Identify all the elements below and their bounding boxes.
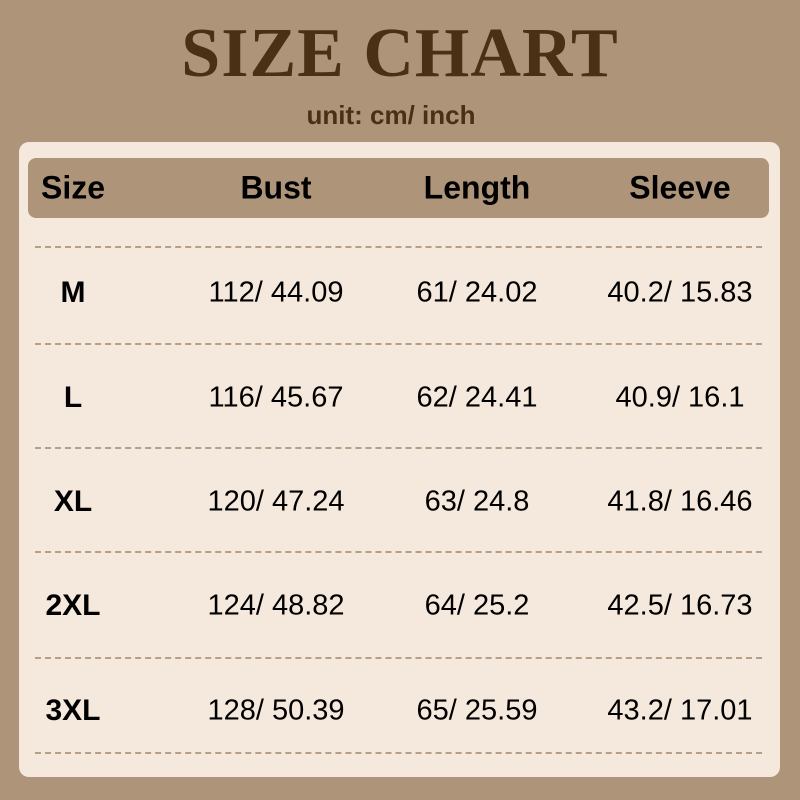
column-header: Sleeve: [629, 169, 731, 206]
table-cell: 62/ 24.41: [416, 381, 538, 414]
table-cell: 61/ 24.02: [416, 276, 538, 309]
column-header: Bust: [240, 169, 312, 206]
page-title: SIZE CHART: [181, 15, 619, 92]
table-cell: 120/ 47.24: [207, 485, 345, 518]
row-divider: [35, 752, 762, 754]
table-cell: 112/ 44.09: [208, 276, 344, 309]
size-label: L: [63, 381, 83, 414]
size-label: XL: [53, 485, 93, 518]
table-cell: 65/ 25.59: [416, 694, 538, 727]
size-label: M: [60, 276, 86, 309]
table-cell: 43.2/ 17.01: [607, 694, 753, 727]
table-cell: 124/ 48.82: [207, 589, 345, 622]
row-divider: [35, 551, 762, 553]
table-cell: 40.2/ 15.83: [607, 276, 753, 309]
row-divider: [35, 246, 762, 248]
row-divider: [35, 657, 762, 659]
table-cell: 64/ 25.2: [424, 589, 530, 622]
table-cell: 42.5/ 16.73: [607, 589, 753, 622]
size-label: 2XL: [45, 589, 101, 622]
table-header: [28, 158, 769, 218]
size-label: 3XL: [45, 694, 101, 727]
table-cell: 63/ 24.8: [424, 485, 530, 518]
row-divider: [35, 447, 762, 449]
table-cell: 128/ 50.39: [207, 694, 345, 727]
table-cell: 116/ 45.67: [208, 381, 344, 414]
table-cell: 41.8/ 16.46: [607, 485, 753, 518]
row-divider: [35, 343, 762, 345]
table-cell: 40.9/ 16.1: [615, 381, 745, 414]
unit-label: unit: cm/ inch: [306, 100, 476, 130]
column-header: Length: [423, 169, 531, 206]
size-table-panel: [19, 142, 780, 777]
column-header: Size: [40, 169, 106, 206]
